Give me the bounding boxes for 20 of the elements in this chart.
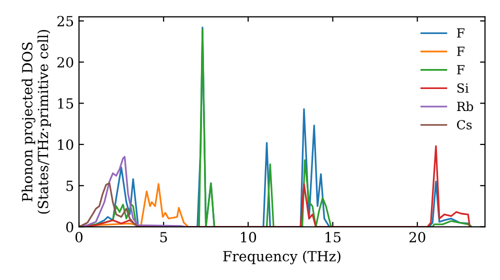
legend-label: Rb [457,101,474,112]
y-tick-label: 20 [57,57,74,68]
x-tick-label: 15 [326,232,341,242]
y-axis-title: Phonon projected DOS (States/THz·primitive cell) [22,30,51,214]
x-tick-label: 10 [241,232,256,242]
legend-label: F [457,65,464,74]
y-tick-label: 25 [57,16,74,26]
legend-label: Si [457,83,469,93]
x-axis-title: Frequency (THz) [223,250,340,264]
x-tick-label: 0 [75,232,82,242]
legend-label: F [457,46,464,56]
y-tick-label: 5 [66,180,74,192]
legend-label: F [457,28,464,38]
x-tick-label: 5 [160,232,167,242]
y-tick-label: 10 [58,139,74,150]
y-tick-label: 15 [58,98,74,109]
x-tick-label: 20 [409,232,426,242]
legend-label: Cs [457,120,472,130]
y-tick-label: 0 [66,222,74,232]
line-series [79,182,140,227]
